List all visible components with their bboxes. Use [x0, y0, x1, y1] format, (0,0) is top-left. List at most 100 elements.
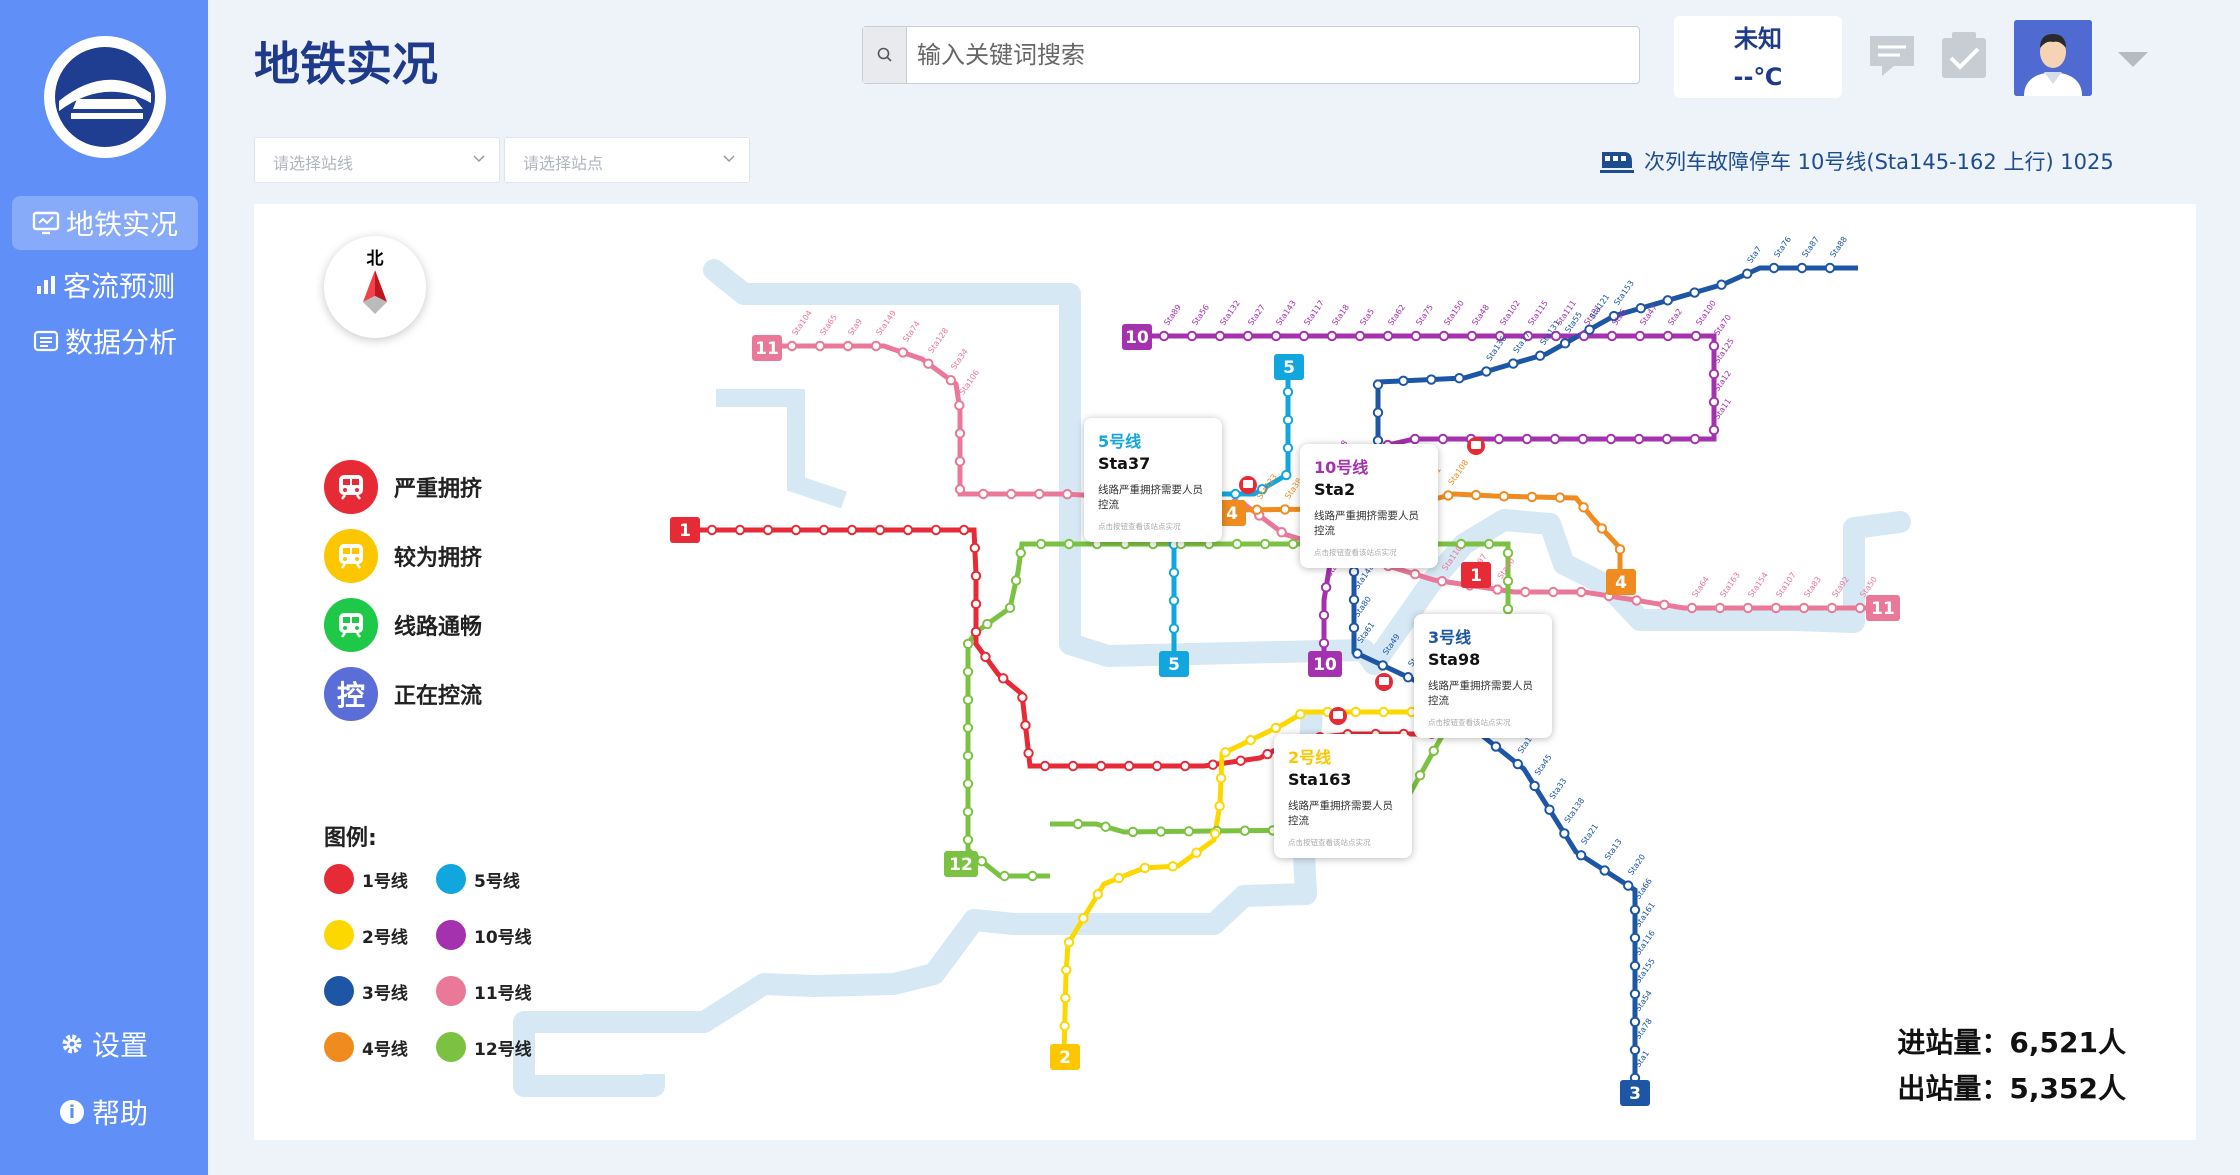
station-dot[interactable] [706, 524, 718, 536]
station-dot[interactable] [1282, 414, 1294, 426]
station-dot[interactable] [1605, 433, 1617, 445]
station-dot[interactable] [1034, 488, 1045, 500]
station-dot[interactable] [1378, 706, 1389, 718]
alert-banner[interactable]: 次列车故障停车 10号线(Sta145-162 上行) 1025 [1600, 146, 2114, 176]
station-dot[interactable] [982, 618, 993, 630]
station-dot[interactable] [945, 375, 957, 386]
station-dot[interactable] [1629, 1044, 1641, 1056]
station-dot[interactable] [1559, 828, 1570, 839]
station-dot[interactable] [1239, 825, 1251, 836]
station-dot[interactable] [954, 428, 966, 439]
station-dot[interactable] [1596, 523, 1608, 534]
station-dot[interactable] [1690, 330, 1702, 342]
station-dot[interactable] [1059, 1020, 1070, 1032]
station-dot[interactable] [734, 524, 746, 536]
station-dot[interactable] [1270, 330, 1282, 342]
station-dot[interactable] [1326, 330, 1338, 342]
message-icon[interactable] [1866, 30, 1918, 82]
station-dot[interactable] [1242, 330, 1254, 342]
station-dot[interactable] [1742, 268, 1753, 279]
station-dot[interactable] [1348, 566, 1360, 577]
station-dot[interactable] [1409, 568, 1421, 580]
station-dot[interactable] [1214, 330, 1226, 342]
search-button[interactable] [863, 27, 907, 83]
station-dot[interactable] [1398, 375, 1409, 387]
station-dot[interactable] [970, 626, 982, 638]
station-dot[interactable] [1158, 330, 1170, 342]
station-dot[interactable] [1191, 847, 1202, 858]
station-dot[interactable] [970, 598, 982, 610]
station-dot[interactable] [1151, 760, 1163, 772]
station-dot[interactable] [1634, 330, 1646, 342]
station-dot[interactable] [1662, 330, 1674, 342]
station-dot[interactable] [1629, 960, 1641, 972]
station-dot[interactable] [1498, 491, 1510, 502]
station-dot[interactable] [1659, 599, 1670, 611]
station-dot[interactable] [1078, 913, 1089, 924]
station-dot[interactable] [1123, 760, 1135, 772]
station-popup-sta37[interactable]: 5号线 Sta37 线路严重拥挤需要人员控流 点击按钮查看该站点实况 [1084, 418, 1222, 542]
station-dot[interactable] [1629, 1016, 1641, 1028]
station-dot[interactable] [1168, 623, 1180, 634]
station-dot[interactable] [1235, 755, 1246, 766]
station-select[interactable]: 请选择站点 [504, 137, 750, 183]
station-popup-sta163[interactable]: 2号线 Sta163 线路严重拥挤需要人员控流 点击按钮查看该站点实况 [1274, 734, 1412, 858]
station-dot[interactable] [1298, 330, 1310, 342]
station-dot[interactable] [1230, 488, 1241, 500]
station-dot[interactable] [1100, 821, 1111, 832]
station-dot[interactable] [1578, 330, 1590, 342]
station-dot[interactable] [1072, 818, 1084, 830]
station-dot[interactable] [1443, 490, 1454, 501]
station-dot[interactable] [1481, 366, 1492, 377]
station-dot[interactable] [997, 673, 1009, 684]
nav-item-live[interactable]: 地铁实况 [12, 196, 198, 250]
station-dot[interactable] [1689, 433, 1701, 445]
station-dot[interactable] [1716, 279, 1727, 290]
station-dot[interactable] [1027, 870, 1038, 882]
station-dot[interactable] [1494, 330, 1506, 342]
station-dot[interactable] [1354, 330, 1366, 342]
station-dot[interactable] [1438, 330, 1450, 342]
station-dot[interactable] [1520, 586, 1531, 598]
station-dot[interactable] [1708, 424, 1720, 436]
station-dot[interactable] [1548, 586, 1559, 598]
search-input[interactable] [917, 35, 1617, 75]
congestion-marker[interactable] [1239, 476, 1257, 494]
station-dot[interactable] [1714, 602, 1726, 614]
station-dot[interactable] [1113, 872, 1124, 884]
station-dot[interactable] [1256, 484, 1268, 495]
station-dot[interactable] [1522, 330, 1534, 342]
station-dot[interactable] [1167, 861, 1179, 872]
station-dot[interactable] [1186, 330, 1198, 342]
station-dot[interactable] [962, 778, 974, 789]
checklist-icon[interactable] [1938, 30, 1990, 82]
station-dot[interactable] [962, 694, 974, 705]
station-dot[interactable] [1092, 889, 1103, 900]
station-dot[interactable] [1549, 433, 1561, 445]
station-dot[interactable] [930, 524, 942, 536]
station-dot[interactable] [1295, 709, 1306, 720]
station-dot[interactable] [1318, 637, 1330, 649]
station-dot[interactable] [1606, 330, 1618, 342]
station-popup-sta98[interactable]: 3号线 Sta98 线路严重拥挤需要人员控流 点击按钮查看该站点实况 [1414, 614, 1552, 738]
station-dot[interactable] [1708, 368, 1720, 380]
station-dot[interactable] [1577, 433, 1589, 445]
station-dot[interactable] [1318, 609, 1330, 621]
station-dot[interactable] [1279, 504, 1291, 515]
station-dot[interactable] [1287, 538, 1299, 550]
station-dot[interactable] [1455, 538, 1467, 550]
station-dot[interactable] [1770, 602, 1782, 614]
station-dot[interactable] [970, 570, 982, 582]
station-dot[interactable] [962, 750, 974, 761]
station-dot[interactable] [1502, 603, 1514, 615]
station-dot[interactable] [1584, 324, 1595, 335]
station-dot[interactable] [1521, 433, 1533, 445]
station-dot[interactable] [1483, 538, 1495, 550]
user-avatar[interactable] [2014, 20, 2092, 96]
station-dot[interactable] [870, 340, 882, 352]
station-dot[interactable] [962, 806, 974, 817]
station-dot[interactable] [1377, 660, 1388, 671]
station-dot[interactable] [1348, 622, 1360, 633]
station-dot[interactable] [1207, 759, 1219, 770]
station-dot[interactable] [1428, 745, 1439, 757]
